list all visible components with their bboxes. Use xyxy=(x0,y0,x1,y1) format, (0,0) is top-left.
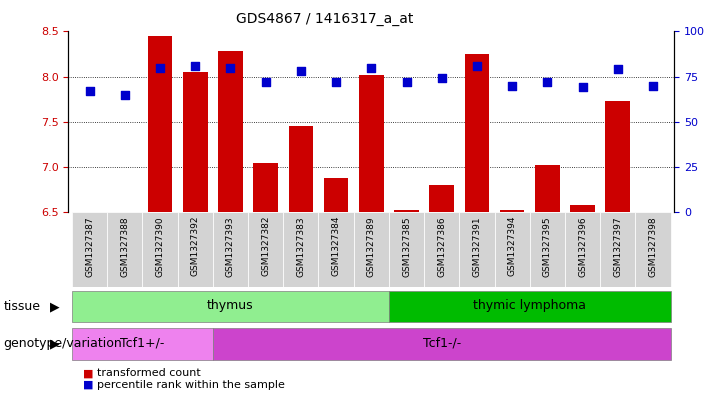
Text: ▶: ▶ xyxy=(50,337,60,351)
Text: thymic lymphoma: thymic lymphoma xyxy=(473,299,586,312)
FancyBboxPatch shape xyxy=(565,212,600,287)
Point xyxy=(577,84,588,91)
FancyBboxPatch shape xyxy=(319,212,354,287)
Point xyxy=(366,64,377,71)
Bar xyxy=(183,72,208,212)
Point xyxy=(541,79,553,85)
Point xyxy=(190,62,201,69)
Text: GSM1327395: GSM1327395 xyxy=(543,216,552,277)
Point xyxy=(612,66,624,73)
Text: GSM1327383: GSM1327383 xyxy=(296,216,306,277)
FancyBboxPatch shape xyxy=(72,328,213,360)
Text: GSM1327393: GSM1327393 xyxy=(226,216,235,277)
Point xyxy=(119,92,131,98)
Point xyxy=(260,79,271,85)
Bar xyxy=(218,51,243,212)
Text: transformed count: transformed count xyxy=(97,368,201,378)
FancyBboxPatch shape xyxy=(72,290,389,322)
Bar xyxy=(535,165,559,212)
Text: GSM1327398: GSM1327398 xyxy=(648,216,658,277)
FancyBboxPatch shape xyxy=(354,212,389,287)
Point xyxy=(472,62,483,69)
Text: GSM1327391: GSM1327391 xyxy=(472,216,482,277)
Text: ▶: ▶ xyxy=(50,300,60,313)
Bar xyxy=(324,178,348,212)
Bar xyxy=(253,163,278,212)
FancyBboxPatch shape xyxy=(600,212,635,287)
Text: genotype/variation: genotype/variation xyxy=(4,337,123,351)
Point xyxy=(401,79,412,85)
FancyBboxPatch shape xyxy=(495,212,530,287)
FancyBboxPatch shape xyxy=(177,212,213,287)
Text: GSM1327390: GSM1327390 xyxy=(156,216,164,277)
Text: GSM1327394: GSM1327394 xyxy=(508,216,517,276)
Bar xyxy=(148,36,172,212)
Text: GSM1327388: GSM1327388 xyxy=(120,216,129,277)
Bar xyxy=(500,210,524,212)
Text: ■: ■ xyxy=(83,368,94,378)
FancyBboxPatch shape xyxy=(213,328,671,360)
Text: tissue: tissue xyxy=(4,300,40,313)
FancyBboxPatch shape xyxy=(107,212,143,287)
Text: thymus: thymus xyxy=(207,299,254,312)
Text: GSM1327396: GSM1327396 xyxy=(578,216,587,277)
Text: GSM1327386: GSM1327386 xyxy=(437,216,446,277)
Text: GSM1327384: GSM1327384 xyxy=(332,216,340,276)
FancyBboxPatch shape xyxy=(635,212,671,287)
Bar xyxy=(430,185,454,212)
FancyBboxPatch shape xyxy=(424,212,459,287)
Text: GSM1327385: GSM1327385 xyxy=(402,216,411,277)
Text: Tcf1+/-: Tcf1+/- xyxy=(120,337,164,350)
FancyBboxPatch shape xyxy=(143,212,177,287)
Text: Tcf1-/-: Tcf1-/- xyxy=(423,337,461,350)
Text: percentile rank within the sample: percentile rank within the sample xyxy=(97,380,286,390)
Bar xyxy=(606,101,630,212)
Point xyxy=(295,68,306,74)
Bar xyxy=(570,205,595,212)
Text: GSM1327397: GSM1327397 xyxy=(614,216,622,277)
Point xyxy=(647,83,659,89)
FancyBboxPatch shape xyxy=(72,212,107,287)
Point xyxy=(506,83,518,89)
Text: ■: ■ xyxy=(83,380,94,390)
Text: GSM1327392: GSM1327392 xyxy=(191,216,200,276)
FancyBboxPatch shape xyxy=(530,212,565,287)
Text: GSM1327382: GSM1327382 xyxy=(261,216,270,276)
Point xyxy=(154,64,166,71)
FancyBboxPatch shape xyxy=(389,212,424,287)
FancyBboxPatch shape xyxy=(283,212,319,287)
Bar xyxy=(359,75,384,212)
Point xyxy=(225,64,236,71)
Point xyxy=(330,79,342,85)
Text: GDS4867 / 1416317_a_at: GDS4867 / 1416317_a_at xyxy=(236,12,413,26)
FancyBboxPatch shape xyxy=(389,290,671,322)
Bar xyxy=(464,54,490,212)
Text: GSM1327389: GSM1327389 xyxy=(367,216,376,277)
FancyBboxPatch shape xyxy=(213,212,248,287)
FancyBboxPatch shape xyxy=(459,212,495,287)
Bar xyxy=(394,210,419,212)
Point xyxy=(84,88,95,94)
FancyBboxPatch shape xyxy=(248,212,283,287)
Text: GSM1327387: GSM1327387 xyxy=(85,216,94,277)
Point xyxy=(436,75,448,82)
Bar xyxy=(288,127,313,212)
